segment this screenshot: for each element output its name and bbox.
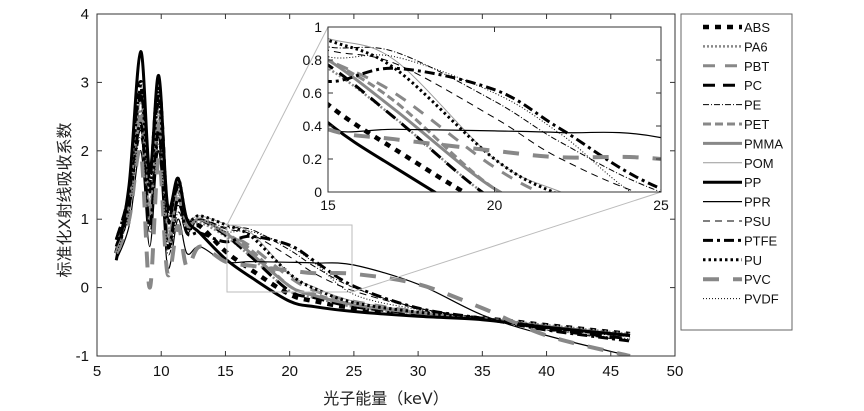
inset-x-tick-label: 25 — [653, 197, 669, 213]
main-y-tick-label: 2 — [81, 143, 89, 160]
main-plot-series — [114, 50, 631, 356]
legend-item-pmma: PMMA — [703, 136, 783, 151]
legend-item-abs: ABS — [703, 20, 770, 35]
legend: ABS PA6 PBT PC PE PET PMMA POM PP PPR PSU PTFE PU PVC… — [703, 20, 783, 307]
main-series-ptfe — [114, 121, 631, 343]
legend-item-ptfe: PTFE — [703, 233, 778, 248]
main-x-tick-label: 10 — [153, 363, 170, 380]
main-x-tick-label: 20 — [281, 363, 298, 380]
legend-item-pet: PET — [703, 117, 769, 132]
legend-label: PET — [744, 117, 769, 132]
legend-label: PVDF — [744, 292, 779, 307]
main-x-tick-label: 45 — [602, 363, 619, 380]
main-x-tick-label: 30 — [410, 363, 427, 380]
legend-box — [680, 13, 793, 331]
inset-axis-ticks: 15 20 25 0 0.2 0.4 0.6 0.8 1 — [303, 19, 669, 213]
legend-item-psu: PSU — [703, 214, 771, 229]
inset-y-tick-label: 0.4 — [303, 118, 323, 134]
main-x-tick-label: 50 — [667, 363, 684, 380]
legend-label: PMMA — [744, 136, 783, 151]
inset-y-tick-label: 1 — [314, 19, 322, 35]
legend-label: PE — [744, 98, 762, 113]
main-y-tick-label: 3 — [81, 74, 89, 91]
main-series-pu — [114, 87, 631, 337]
legend-item-pom: POM — [703, 156, 774, 171]
main-x-tick-label: 25 — [346, 363, 363, 380]
main-series-pvc — [114, 147, 631, 356]
inset-y-tick-label: 0.8 — [303, 52, 323, 68]
legend-item-pe: PE — [703, 98, 762, 113]
zoom-region-box — [226, 224, 353, 293]
legend-item-pvdf: PVDF — [703, 292, 779, 307]
legend-item-ppr: PPR — [703, 195, 771, 210]
main-x-tick-label: 5 — [93, 363, 101, 380]
legend-label: PTFE — [744, 233, 778, 248]
inset-y-tick-label: 0.2 — [303, 151, 323, 167]
inset-x-tick-label: 15 — [320, 197, 336, 213]
legend-item-pp: PP — [703, 175, 761, 190]
legend-label: PU — [744, 253, 762, 268]
main-x-tick-label: 15 — [217, 363, 234, 380]
main-y-tick-label: -1 — [76, 348, 89, 365]
main-x-tick-label: 40 — [538, 363, 555, 380]
legend-item-pu: PU — [703, 253, 762, 268]
zoom-connector-top — [226, 26, 329, 226]
main-y-tick-label: 1 — [81, 211, 89, 228]
main-series-pp — [114, 50, 631, 337]
legend-item-pvc: PVC — [703, 272, 771, 287]
x-axis-label: 光子能量（keV） — [323, 389, 449, 408]
legend-label: PPR — [744, 195, 771, 210]
legend-label: PSU — [744, 214, 771, 229]
inset-y-tick-label: 0 — [314, 184, 322, 200]
y-axis-label: 标准化X射线吸收系数 — [55, 123, 74, 278]
main-plot-frame — [96, 13, 676, 357]
inset-x-tick-label: 20 — [487, 197, 503, 213]
legend-label: PA6 — [744, 39, 768, 54]
main-y-tick-label: 4 — [81, 6, 89, 23]
legend-label: POM — [744, 156, 774, 171]
inset-y-tick-label: 0.6 — [303, 85, 323, 101]
legend-label: PBT — [744, 59, 769, 74]
zoom-connector-bottom — [351, 191, 662, 293]
legend-item-pc: PC — [703, 78, 762, 93]
main-series-pvdf — [115, 129, 631, 340]
inset-background — [328, 27, 661, 192]
legend-item-pbt: PBT — [703, 59, 769, 74]
main-x-tick-label: 35 — [474, 363, 491, 380]
legend-label: PVC — [744, 272, 771, 287]
legend-label: PP — [744, 175, 761, 190]
legend-label: ABS — [744, 20, 770, 35]
main-y-tick-label: 0 — [81, 280, 89, 297]
legend-label: PC — [744, 78, 762, 93]
legend-item-pa6: PA6 — [703, 39, 768, 54]
main-series-psu — [115, 129, 631, 342]
